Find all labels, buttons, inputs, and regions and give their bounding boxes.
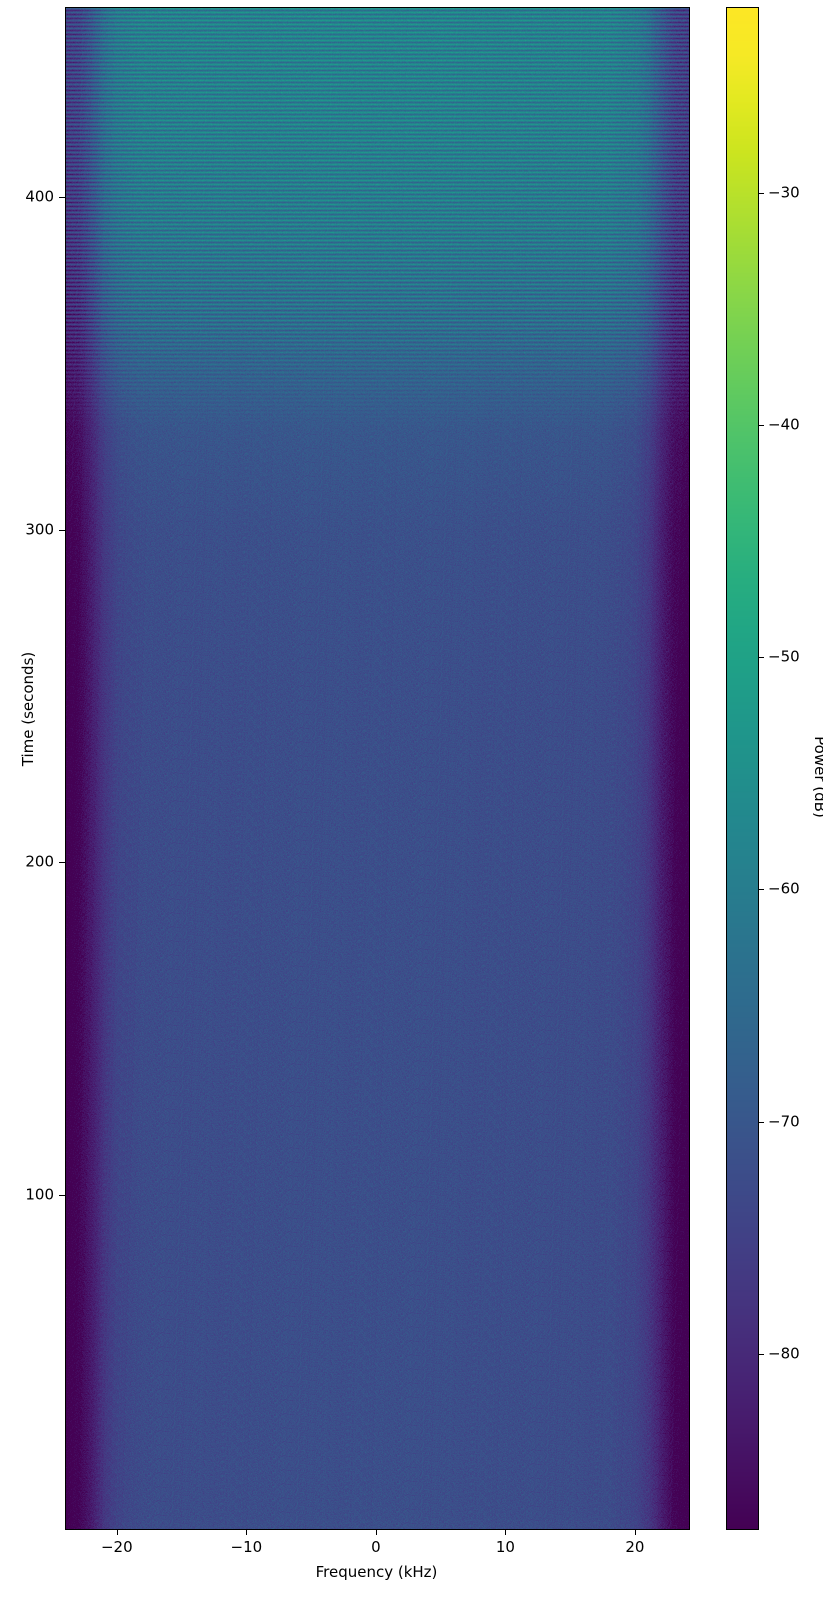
- y-tick-label: 300: [25, 520, 54, 539]
- colorbar-gradient: [727, 8, 758, 1529]
- colorbar-tick-mark: [758, 1353, 764, 1355]
- colorbar-tick-label: −40: [768, 415, 800, 434]
- x-tick-label: −10: [230, 1538, 263, 1556]
- x-axis-title: Frequency (kHz): [315, 1563, 438, 1581]
- colorbar-tick-mark: [758, 657, 764, 659]
- y-tick-mark: [59, 862, 65, 864]
- spectrogram-axes[interactable]: [65, 7, 690, 1530]
- x-tick-mark: [116, 1529, 118, 1535]
- colorbar-tick-label: −70: [768, 1112, 800, 1131]
- x-tick-label: 20: [625, 1538, 645, 1556]
- x-tick-label: 10: [495, 1538, 515, 1556]
- colorbar-tick-label: −50: [768, 647, 800, 666]
- y-tick-mark: [59, 1195, 65, 1197]
- x-tick-mark: [634, 1529, 636, 1535]
- colorbar-tick-label: −30: [768, 183, 800, 202]
- y-tick-labels: 100 200 300 400: [0, 0, 54, 1603]
- colorbar-tick-mark: [758, 889, 764, 891]
- y-tick-label: 400: [25, 187, 54, 206]
- colorbar[interactable]: [726, 7, 759, 1530]
- x-tick-mark: [505, 1529, 507, 1535]
- spectrogram-heatmap[interactable]: [66, 8, 689, 1529]
- colorbar-tick-mark: [758, 1121, 764, 1123]
- colorbar-tick-mark: [758, 424, 764, 426]
- y-tick-mark: [59, 196, 65, 198]
- y-tick-label: 100: [25, 1185, 54, 1204]
- colorbar-title: Power (dB): [811, 736, 823, 818]
- colorbar-tick-label: −60: [768, 879, 800, 898]
- x-tick-label: −20: [100, 1538, 133, 1556]
- y-axis-title: Time (seconds): [19, 651, 37, 767]
- x-tick-mark: [375, 1529, 377, 1535]
- colorbar-tick-mark: [758, 192, 764, 194]
- colorbar-tick-label: −80: [768, 1344, 800, 1363]
- x-tick-label: 0: [371, 1538, 381, 1556]
- y-tick-label: 200: [25, 852, 54, 871]
- x-tick-mark: [246, 1529, 248, 1535]
- y-tick-mark: [59, 529, 65, 531]
